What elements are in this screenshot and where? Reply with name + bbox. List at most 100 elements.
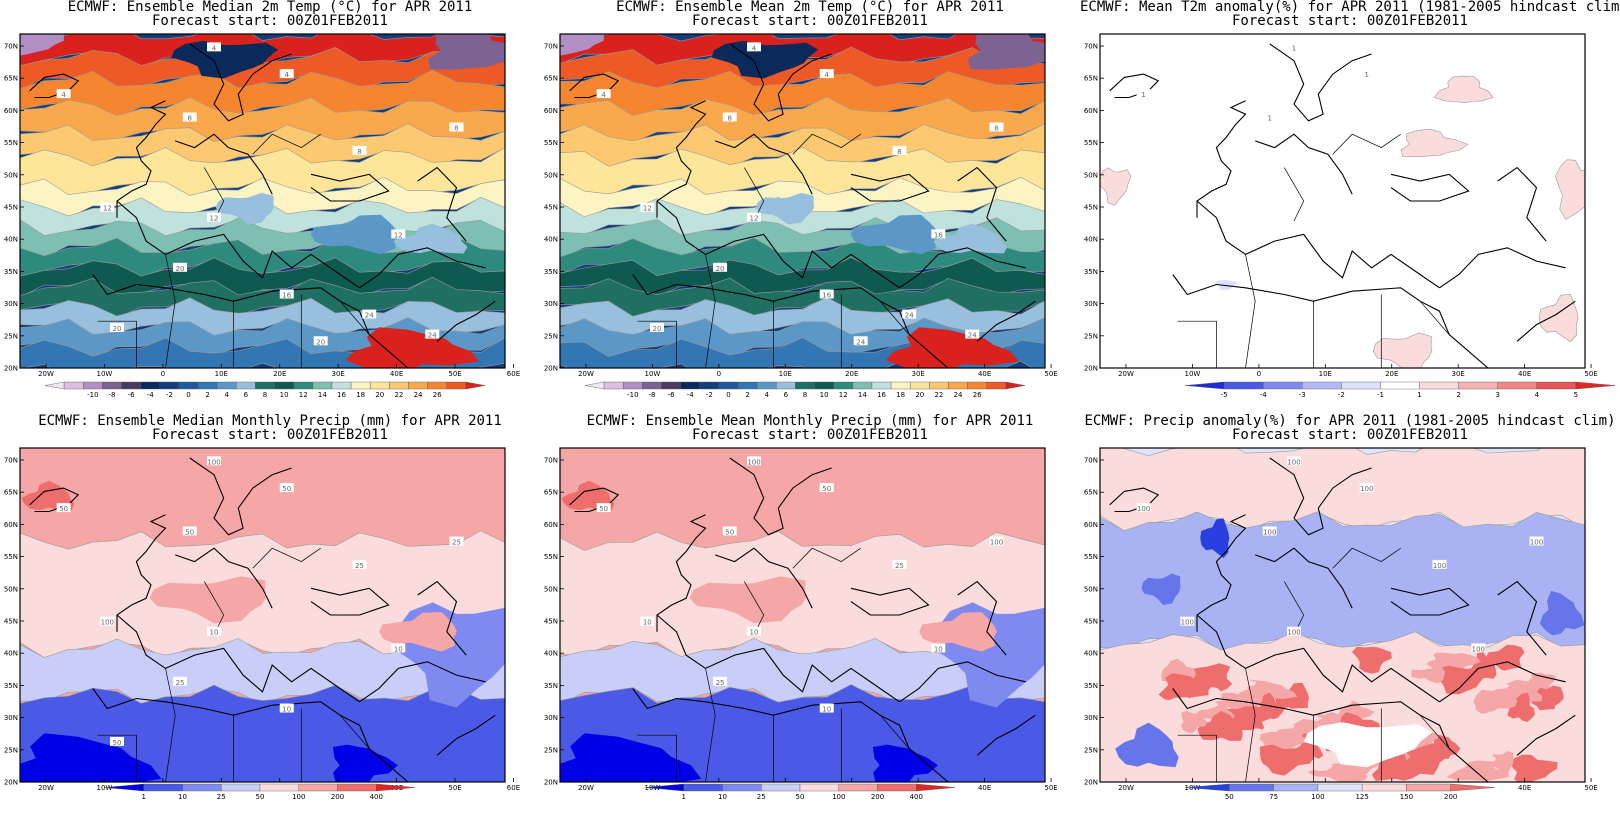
colorbar-swatch: [83, 381, 103, 390]
coastline: [1255, 547, 1353, 609]
contour-label: 100: [1472, 645, 1485, 653]
contour-label: 50: [599, 505, 608, 513]
panel-title: ECMWF: Ensemble Mean Monthly Precip (mm)…: [586, 413, 1034, 429]
lat-tick-label: 25N: [1084, 746, 1098, 754]
contour-label-bg: [362, 309, 377, 319]
lat-tick-label: 40N: [4, 650, 18, 658]
contour-label-bg: [713, 676, 728, 686]
lat-tick-label: 50N: [1084, 171, 1098, 179]
coastline: [656, 514, 707, 632]
contour-label: 25: [176, 679, 185, 687]
lat-tick-label: 25N: [4, 332, 18, 340]
contour-label-bg: [819, 703, 834, 713]
contour-label: 4: [825, 71, 830, 79]
coastline: [976, 714, 1036, 756]
coastline: [1196, 614, 1440, 703]
colorbar-label: 2: [1456, 391, 1460, 399]
coastline: [1196, 100, 1247, 218]
colorbar-swatch: [178, 381, 199, 390]
colorbar-label: 18: [356, 391, 365, 399]
map-figure: 1 1 1 1 20W 10W 0 10E 20E 30E 40E 50E 20N 25N 30N 35N 40…: [1084, 33, 1616, 399]
colorbar-swatch: [221, 783, 261, 792]
colorbar-swatch: [948, 381, 968, 390]
lon-tick-label: 20E: [273, 370, 286, 378]
colorbar-swatch: [1458, 381, 1498, 390]
lon-tick-label: 10W: [97, 784, 113, 792]
lon-tick-label: 0: [1257, 370, 1261, 378]
colorbar-label: 400: [910, 793, 923, 801]
colorbar-swatch: [331, 381, 352, 390]
colorbar-swatch: [877, 783, 917, 792]
coastline: [189, 457, 292, 536]
colorbar: -5 -4 -3 -2 -1 1 2 3 4 5: [1184, 381, 1616, 399]
contour-label: 8: [188, 115, 192, 123]
coastline: [1497, 580, 1547, 656]
lat-tick-label: 25N: [544, 332, 558, 340]
lat-tick-label: 45N: [1084, 618, 1098, 626]
colorbar-swatch: [737, 381, 758, 390]
colorbar-swatch: [370, 381, 390, 390]
contour-label-bg: [391, 643, 406, 653]
colorbar-label: 200: [1444, 793, 1457, 801]
contour-label-bg: [902, 309, 917, 319]
panel-title: ECMWF: Ensemble Median Monthly Precip (m…: [38, 413, 502, 429]
colorbar-swatch: [1273, 783, 1319, 792]
colorbar-swatch: [1317, 783, 1363, 792]
panel-precip-mean: ECMWF: Ensemble Mean Monthly Precip (mm)…: [540, 414, 1080, 828]
colorbar-swatch: [1184, 381, 1225, 390]
lat-tick-label: 40N: [1084, 236, 1098, 244]
colorbar-label: 22: [934, 391, 943, 399]
coastline: [1439, 247, 1566, 289]
coastline: [189, 43, 292, 122]
panel-subtitle: Forecast start: 00Z01FEB2011: [691, 13, 928, 29]
colorbar-swatch: [121, 381, 141, 390]
lat-tick-label: 55N: [4, 139, 18, 147]
lat-tick-label: 25N: [4, 746, 18, 754]
colorbar-label: 4: [765, 391, 770, 399]
lat-tick-label: 20N: [1084, 365, 1098, 373]
contour-label: 100: [1433, 562, 1446, 570]
map-area: 100 50 50 50 25 25 100 10 10 10 25 50: [19, 447, 506, 783]
lon-tick-label: 20W: [38, 784, 54, 792]
colorbar-label: -4: [147, 391, 155, 399]
colorbar-swatch: [337, 783, 377, 792]
colorbar-label: -8: [108, 391, 115, 399]
coastline: [656, 100, 707, 218]
colorbar-swatch: [795, 381, 815, 390]
colorbar-swatch: [63, 381, 84, 390]
country-border: [637, 734, 677, 782]
lon-tick-label: 60E: [507, 784, 520, 792]
lat-tick-label: 30N: [4, 300, 18, 308]
lon-tick-label: 50E: [448, 784, 461, 792]
contour-label-bg: [965, 329, 980, 339]
colorbar-swatch: [1005, 381, 1026, 390]
lat-tick-label: 30N: [1084, 300, 1098, 308]
lat-tick-label: 50N: [544, 171, 558, 179]
coastline: [1390, 587, 1470, 616]
contour-label-bg: [1287, 42, 1301, 52]
colorbar-swatch: [1406, 783, 1451, 792]
coastline: [1109, 73, 1160, 99]
colorbar-label: -6: [128, 391, 136, 399]
country-border: [879, 300, 910, 335]
coastline: [1497, 166, 1547, 242]
colorbar-label: 5: [1574, 391, 1578, 399]
lon-tick-label: 50E: [1044, 370, 1057, 378]
colorbar: -10 -8 -6 -4 -2 0 2 4 6 8 10 12 14 16 18 20 22 24 26: [584, 381, 1026, 399]
contour-label: 100: [747, 458, 760, 466]
contour-label-bg: [207, 42, 221, 52]
colorbar-swatch: [699, 381, 720, 390]
lon-tick-label: 20W: [1118, 784, 1134, 792]
coastline: [436, 300, 496, 342]
colorbar-label: 4: [1535, 391, 1540, 399]
colorbar-swatch: [833, 381, 854, 390]
coastline: [1196, 514, 1247, 632]
contour-label-bg: [1262, 526, 1277, 536]
colorbar-label: 12: [839, 391, 848, 399]
coastline: [569, 73, 620, 99]
contour-label-bg: [1262, 112, 1277, 122]
contour-label-bg: [640, 616, 655, 626]
contour-label-bg: [1136, 89, 1151, 99]
contour-label-bg: [989, 122, 1004, 132]
panel-subtitle: Forecast start: 00Z01FEB2011: [1231, 13, 1468, 29]
